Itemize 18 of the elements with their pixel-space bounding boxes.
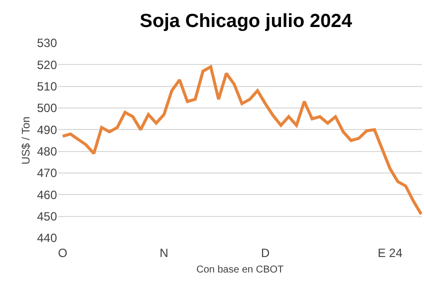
y-tick-label: 510 xyxy=(36,80,58,94)
x-tick-label: N xyxy=(160,246,168,260)
x-tick-label: O xyxy=(58,246,68,260)
line-series xyxy=(61,65,422,216)
y-tick-label: 440 xyxy=(36,231,58,246)
y-tick-label: 490 xyxy=(36,122,58,137)
y-tick-label: 470 xyxy=(36,166,58,180)
x-axis-title: Con base en CBOT xyxy=(196,264,284,276)
y-axis-title: US$ / Ton xyxy=(20,116,33,165)
y-tick-label: 460 xyxy=(36,188,58,202)
x-tick-label: E 24 xyxy=(378,246,403,260)
y-tick-label: 500 xyxy=(36,101,58,116)
y-tick-label: 520 xyxy=(36,58,58,72)
chart-title: Soja Chicago julio 2024 xyxy=(140,10,352,32)
x-tick-label: D xyxy=(260,246,270,260)
y-tick-label: 450 xyxy=(36,210,58,224)
y-tick-label: 530 xyxy=(36,36,58,50)
y-tick-label: 480 xyxy=(36,144,58,159)
